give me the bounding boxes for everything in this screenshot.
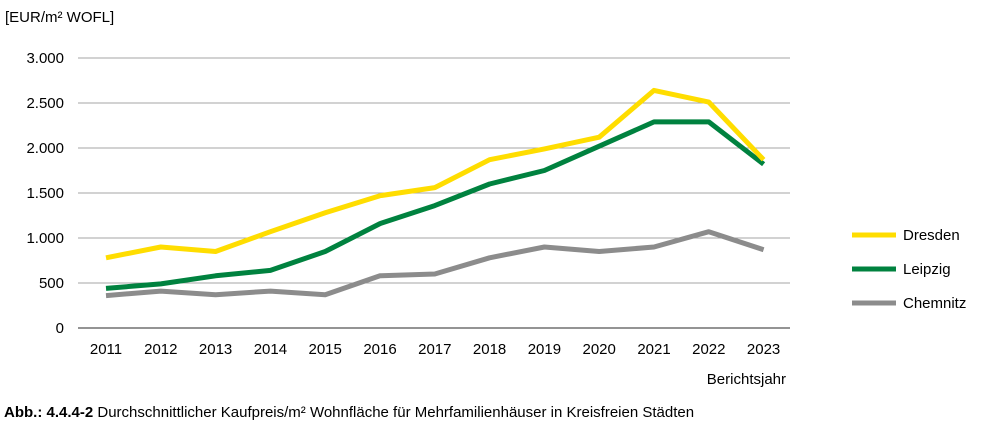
legend-label-leipzig: Leipzig (903, 261, 951, 278)
grid-lines (78, 57, 790, 329)
legend: Dresden Leipzig Chemnitz (852, 227, 966, 312)
caption-label: Abb.: (4, 404, 43, 421)
x-tick-label: 2023 (747, 341, 780, 358)
y-tick-labels: 0 500 1.000 1.500 2.000 2.500 3.000 (26, 50, 64, 337)
y-tick-label: 0 (56, 320, 64, 337)
series-line-dresden (105, 87, 766, 261)
legend-label-dresden: Dresden (903, 227, 960, 244)
y-tick-label: 1.000 (26, 230, 64, 247)
y-tick-label: 500 (39, 275, 64, 292)
y-tick-label: 3.000 (26, 50, 64, 67)
y-axis-label: [EUR/m² WOFL] (5, 9, 114, 26)
x-tick-label: 2018 (473, 341, 506, 358)
x-tick-label: 2016 (363, 341, 396, 358)
y-tick-label: 1.500 (26, 185, 64, 202)
y-tick-label: 2.500 (26, 95, 64, 112)
x-tick-label: 2019 (528, 341, 561, 358)
series-line-leipzig (105, 119, 766, 291)
caption-highlight: Mehrfamilienhäuser (414, 404, 547, 421)
caption-number: 4.4.4-2 (46, 404, 94, 421)
x-tick-label: 2013 (199, 341, 232, 358)
series-line-chemnitz (105, 229, 765, 299)
figure-caption: Abb.: 4.4.4-2 Durchschnittlicher Kaufpre… (4, 404, 694, 421)
x-tick-label: 2020 (583, 341, 616, 358)
y-tick-label: 2.000 (26, 140, 64, 157)
series-lines (105, 87, 766, 299)
x-tick-label: 2021 (637, 341, 670, 358)
caption-text: Durchschnittlicher Kaufpreis/m² Wohnfläc… (97, 404, 415, 421)
x-tick-label: 2022 (692, 341, 725, 358)
x-axis-label: Berichtsjahr (707, 371, 786, 388)
x-tick-label: 2011 (90, 341, 122, 358)
x-tick-label: 2012 (144, 341, 177, 358)
caption-text-end: in Kreisfreien Städten (546, 404, 695, 421)
x-tick-label: 2015 (309, 341, 342, 358)
legend-label-chemnitz: Chemnitz (903, 295, 966, 312)
x-tick-label: 2014 (254, 341, 287, 358)
x-tick-labels: 2011 2012 2013 2014 2015 2016 2017 2018 2019 2020… (90, 341, 780, 358)
x-tick-label: 2017 (418, 341, 451, 358)
